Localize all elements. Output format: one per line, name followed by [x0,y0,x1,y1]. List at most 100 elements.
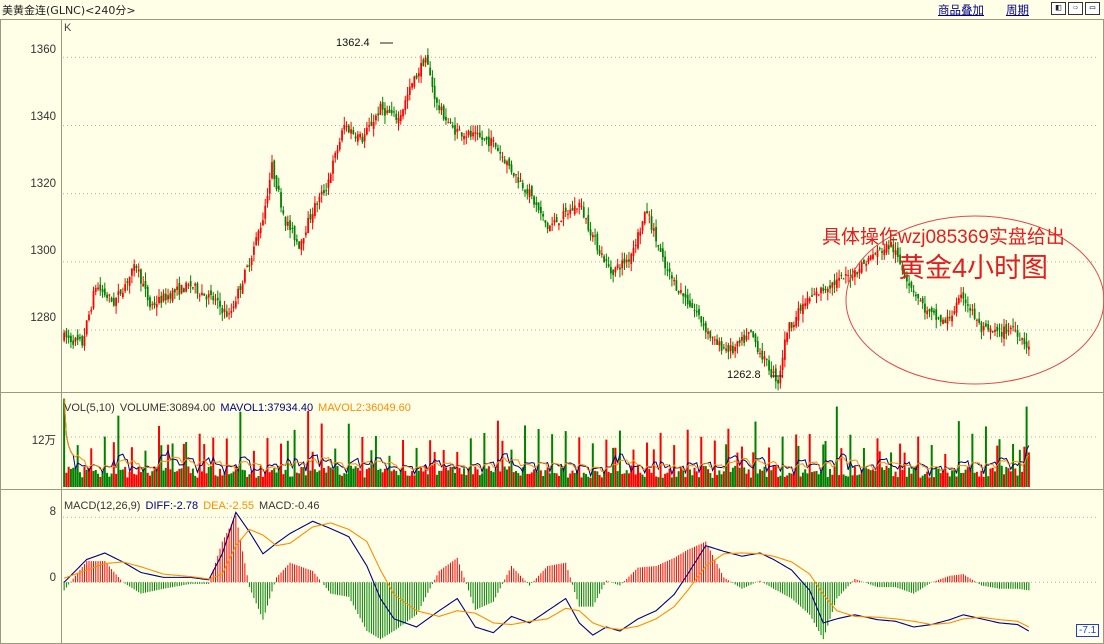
candle-body [790,322,793,328]
volume-bar [257,476,260,487]
candle-body [90,309,93,312]
volume-bar [962,472,965,487]
candle-body [216,297,219,301]
volume-bar [313,469,316,487]
candle-body [752,331,755,338]
volume-bar [128,471,131,487]
candle-body [899,254,901,264]
candle-body [135,265,138,269]
candle-body [619,267,621,270]
candle-body [1014,329,1017,331]
candle-body [356,134,359,142]
volume-bar [892,476,895,487]
volume-bar [871,469,874,487]
volume-bar [291,476,294,487]
volume-bar [603,471,606,487]
volume-bar [553,472,556,487]
candle-body [709,331,712,338]
candle-body [770,369,773,376]
volume-bar [178,468,181,487]
candle-body [980,322,983,332]
candle-body [878,247,881,249]
candle-body [1000,332,1003,337]
volume-bar [716,475,719,487]
candle-body [352,130,355,134]
volume-bar [932,477,935,487]
volume-bar [406,475,409,487]
candle-body [88,314,90,321]
candle-body [890,242,892,247]
candle-body [725,348,728,351]
volume-bar [596,471,599,487]
candle-body [359,133,362,138]
volume-bar [189,473,192,487]
volume-bar [546,467,549,487]
volume-bar [194,475,197,487]
volume-ma-lines [63,398,1030,478]
candle-body [101,289,104,292]
candle-body [350,129,352,134]
fullscreen-icon[interactable]: ▭ [1085,2,1100,15]
volume-bar [345,473,348,487]
candle-body [185,282,188,292]
candle-body [939,314,942,323]
candle-body [734,346,737,352]
zoom-out-icon[interactable]: ⇨ [1068,2,1083,15]
chart-title: 美黄金连(GLNC)<240分> [2,4,136,17]
candle-body [578,202,581,208]
volume-bar [851,475,854,487]
candle-body [205,296,208,300]
volume-bar [404,470,407,487]
volume-bar [679,468,682,487]
candle-body [973,308,976,319]
candle-body [510,164,513,173]
volume-bar [562,466,565,487]
volume-bar [239,411,242,487]
candle-body [722,347,725,349]
volume-bar [144,450,147,487]
candle-body [1009,327,1012,329]
volume-bar [110,473,113,487]
candle-body [634,244,637,247]
candle-body [524,190,526,193]
volume-bar [230,473,233,487]
volume-bar [774,466,777,487]
candle-body [553,220,556,223]
commodity-overlay-link[interactable]: 商品叠加 [938,3,984,17]
volume-bar [670,477,673,487]
volume-bar [937,468,940,487]
candle-body [108,294,111,296]
candle-body [189,281,192,287]
volume-bar [417,470,420,487]
candle-body [338,141,341,150]
candle-body [158,296,160,304]
volume-bar [171,443,174,487]
zoom-in-icon[interactable]: ◧ [1051,2,1066,15]
volume-bar [600,477,603,487]
candle-body [783,339,786,360]
candle-body [535,202,538,205]
candle-body [415,75,418,79]
volume-bar [87,468,90,487]
period-link[interactable]: 周期 [1006,3,1029,17]
candle-body [957,298,960,304]
candle-body [564,207,567,212]
volume-bar [483,432,486,487]
candle-body [625,260,628,262]
candle-body [246,265,249,267]
volume-bar [478,475,481,487]
volume-bar [982,476,985,487]
candle-body [896,247,899,257]
candle-body [515,174,517,176]
candle-body [241,283,244,294]
volume-bar [625,470,628,487]
candle-body [460,132,463,137]
volume-bar [243,470,246,487]
volume-bar [444,467,447,487]
candle-body [989,328,992,333]
candle-body [772,371,775,373]
volume-bar [754,421,757,487]
candle-body [483,138,486,140]
volume-bar [228,474,231,487]
candle-body [869,255,872,260]
